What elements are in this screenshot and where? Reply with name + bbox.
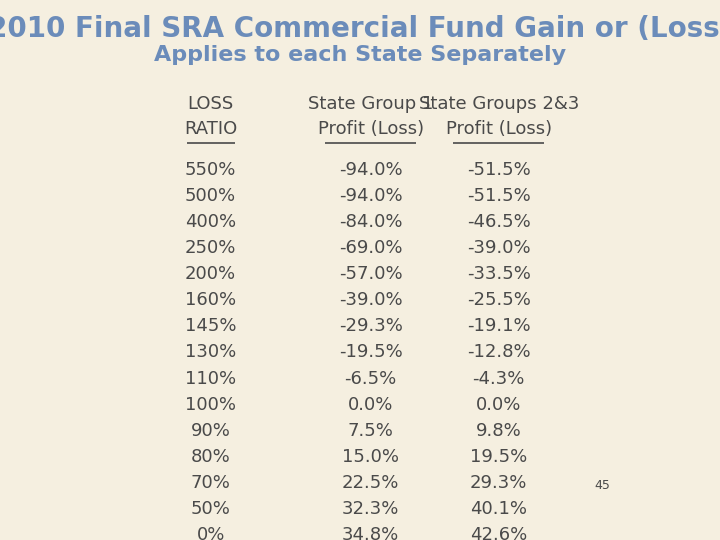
Text: 200%: 200%: [185, 265, 236, 283]
Text: Profit (Loss): Profit (Loss): [318, 120, 424, 138]
Text: 45: 45: [595, 479, 611, 492]
Text: 160%: 160%: [185, 291, 236, 309]
Text: -33.5%: -33.5%: [467, 265, 531, 283]
Text: 42.6%: 42.6%: [470, 526, 527, 540]
Text: RATIO: RATIO: [184, 120, 238, 138]
Text: 0%: 0%: [197, 526, 225, 540]
Text: Profit (Loss): Profit (Loss): [446, 120, 552, 138]
Text: 32.3%: 32.3%: [342, 500, 400, 518]
Text: -25.5%: -25.5%: [467, 291, 531, 309]
Text: 0.0%: 0.0%: [476, 396, 521, 414]
Text: -69.0%: -69.0%: [339, 239, 402, 257]
Text: -39.0%: -39.0%: [467, 239, 531, 257]
Text: Applies to each State Separately: Applies to each State Separately: [154, 45, 566, 65]
Text: 130%: 130%: [185, 343, 236, 361]
Text: LOSS: LOSS: [187, 96, 234, 113]
Text: 550%: 550%: [185, 161, 236, 179]
Text: -57.0%: -57.0%: [339, 265, 402, 283]
Text: -39.0%: -39.0%: [339, 291, 402, 309]
Text: -94.0%: -94.0%: [339, 187, 402, 205]
Text: 145%: 145%: [185, 318, 236, 335]
Text: -4.3%: -4.3%: [472, 369, 525, 388]
Text: State Groups 2&3: State Groups 2&3: [418, 96, 579, 113]
Text: 19.5%: 19.5%: [470, 448, 527, 466]
Text: 22.5%: 22.5%: [342, 474, 400, 492]
Text: 500%: 500%: [185, 187, 236, 205]
Text: 50%: 50%: [191, 500, 230, 518]
Text: -19.5%: -19.5%: [339, 343, 402, 361]
Text: -84.0%: -84.0%: [339, 213, 402, 231]
Text: 15.0%: 15.0%: [342, 448, 399, 466]
Text: 80%: 80%: [191, 448, 230, 466]
Text: State Group 1: State Group 1: [308, 96, 433, 113]
Text: 2010 Final SRA Commercial Fund Gain or (Loss): 2010 Final SRA Commercial Fund Gain or (…: [0, 15, 720, 43]
Text: 400%: 400%: [185, 213, 236, 231]
Text: -29.3%: -29.3%: [338, 318, 402, 335]
Text: 29.3%: 29.3%: [470, 474, 527, 492]
Text: 7.5%: 7.5%: [348, 422, 394, 440]
Text: 90%: 90%: [191, 422, 230, 440]
Text: -94.0%: -94.0%: [339, 161, 402, 179]
Text: -46.5%: -46.5%: [467, 213, 531, 231]
Text: -51.5%: -51.5%: [467, 161, 531, 179]
Text: 0.0%: 0.0%: [348, 396, 393, 414]
Text: -12.8%: -12.8%: [467, 343, 531, 361]
Text: 9.8%: 9.8%: [476, 422, 521, 440]
Text: 34.8%: 34.8%: [342, 526, 400, 540]
Text: -51.5%: -51.5%: [467, 187, 531, 205]
Text: 70%: 70%: [191, 474, 230, 492]
Text: -19.1%: -19.1%: [467, 318, 531, 335]
Text: 100%: 100%: [185, 396, 236, 414]
Text: 110%: 110%: [185, 369, 236, 388]
Text: 250%: 250%: [185, 239, 236, 257]
Text: 40.1%: 40.1%: [470, 500, 527, 518]
Text: -6.5%: -6.5%: [345, 369, 397, 388]
